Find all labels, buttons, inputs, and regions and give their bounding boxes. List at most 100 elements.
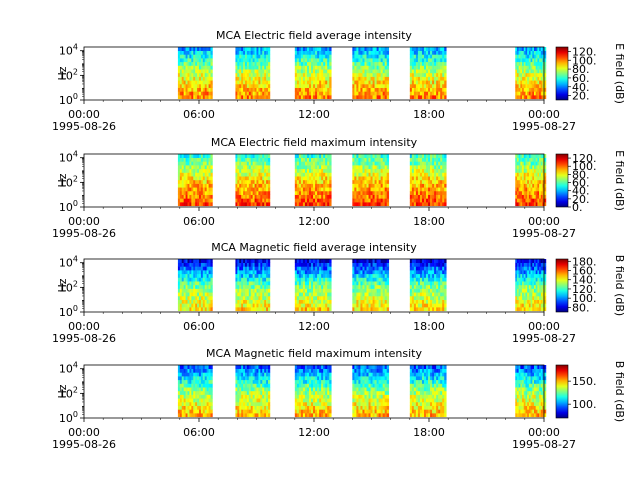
spectrogram-cell <box>179 398 183 403</box>
spectrogram-cell <box>522 176 525 181</box>
spectrogram-cell <box>366 292 369 297</box>
spectrogram-cell <box>386 154 390 158</box>
spectrogram-cell <box>364 183 367 188</box>
spectrogram-cell <box>317 284 320 289</box>
spectrogram-cell <box>321 284 324 289</box>
spectrogram-cell <box>208 303 211 308</box>
spectrogram-cell <box>356 61 359 66</box>
spectrogram-cell <box>533 270 536 275</box>
spectrogram-cell <box>360 72 363 77</box>
spectrogram-cell <box>364 91 367 96</box>
spectrogram-cell <box>181 172 184 177</box>
spectrogram-cell <box>440 281 443 286</box>
spectrogram-cell <box>415 194 419 199</box>
spectrogram-cell <box>177 262 181 267</box>
spectrogram-cell <box>191 154 194 158</box>
spectrogram-cell <box>540 80 543 85</box>
spectrogram-cell <box>319 91 322 96</box>
spectrogram-cell <box>386 270 390 275</box>
spectrogram-cell <box>202 54 206 59</box>
spectrogram-cell <box>199 65 202 70</box>
spectrogram-cell <box>208 202 211 207</box>
spectrogram-cell <box>421 172 425 177</box>
spectrogram-cell <box>199 281 202 286</box>
spectrogram-cell <box>250 58 253 63</box>
spectrogram-cell <box>202 198 206 203</box>
spectrogram-cell <box>195 161 198 166</box>
spectrogram-cell <box>298 270 302 275</box>
spectrogram-cell <box>206 202 209 207</box>
spectrogram-cell <box>298 292 302 297</box>
spectrogram-cell <box>202 157 206 162</box>
spectrogram-cell <box>544 194 547 199</box>
spectrogram-cell <box>540 72 543 77</box>
spectrogram-cell <box>204 165 207 170</box>
spectrogram-cell <box>266 91 269 96</box>
spectrogram-cell <box>370 154 373 158</box>
spectrogram-cell <box>438 61 441 66</box>
spectrogram-cell <box>246 157 250 162</box>
spectrogram-cell <box>181 295 184 300</box>
spectrogram-cell <box>256 190 259 195</box>
spectrogram-cell <box>372 288 375 293</box>
spectrogram-cell <box>417 72 421 77</box>
spectrogram-cell <box>522 76 525 81</box>
spectrogram-cell <box>183 72 186 77</box>
spectrogram-cell <box>518 65 521 70</box>
spectrogram-cell <box>202 176 206 181</box>
spectrogram-cell <box>527 299 530 304</box>
spectrogram-cell <box>235 76 238 81</box>
spectrogram-cell <box>415 157 419 162</box>
spectrogram-cell <box>200 202 204 207</box>
spectrogram-cell <box>417 187 421 192</box>
spectrogram-cell <box>518 80 521 85</box>
spectrogram-cell <box>364 194 367 199</box>
spectrogram-cell <box>419 176 423 181</box>
spectrogram-cell <box>254 270 257 275</box>
spectrogram-cell <box>411 95 415 100</box>
spectrogram-cell <box>197 284 200 289</box>
spectrogram-cell <box>430 58 433 63</box>
spectrogram-cell <box>516 179 519 184</box>
spectrogram-cell <box>362 83 365 88</box>
spectrogram-cell <box>323 95 326 100</box>
spectrogram-cell <box>382 270 385 275</box>
spectrogram-cell <box>304 165 308 170</box>
spectrogram-cell <box>204 91 207 96</box>
spectrogram-cell <box>376 50 379 55</box>
spectrogram-cell <box>516 259 519 263</box>
spectrogram-cell <box>374 198 377 203</box>
spectrogram-cell <box>246 262 250 267</box>
spectrogram-cell <box>372 190 375 195</box>
spectrogram-cell <box>241 259 244 263</box>
spectrogram-cell <box>183 183 186 188</box>
spectrogram-cell <box>530 65 533 70</box>
spectrogram-cell <box>185 292 188 297</box>
spectrogram-cell <box>210 307 213 312</box>
spectrogram-cell <box>254 161 257 166</box>
spectrogram-cell <box>376 91 379 96</box>
spectrogram-cell <box>304 202 308 207</box>
spectrogram-cell <box>424 288 427 293</box>
spectrogram-cell <box>300 198 304 203</box>
spectrogram-cell <box>245 69 248 74</box>
spectrogram-cell <box>372 47 375 51</box>
spectrogram-cell <box>252 50 255 55</box>
spectrogram-cell <box>384 58 388 63</box>
spectrogram-cell <box>254 198 257 203</box>
spectrogram-cell <box>380 183 383 188</box>
spectrogram-cell <box>527 87 530 92</box>
spectrogram-cell <box>262 281 265 286</box>
spectrogram-cell <box>421 295 425 300</box>
spectrogram-cell <box>532 72 535 77</box>
y-tick-exponent: 0 <box>73 92 78 101</box>
spectrogram-cell <box>268 259 271 263</box>
spectrogram-cell <box>362 299 365 304</box>
spectrogram-cell <box>366 80 369 85</box>
spectrogram-cell <box>535 273 538 278</box>
spectrogram-cell <box>354 259 357 263</box>
spectrogram-cell <box>200 176 204 181</box>
spectrogram-cell <box>202 165 206 170</box>
spectrogram-cell <box>241 95 244 100</box>
spectrogram-cell <box>252 187 255 192</box>
